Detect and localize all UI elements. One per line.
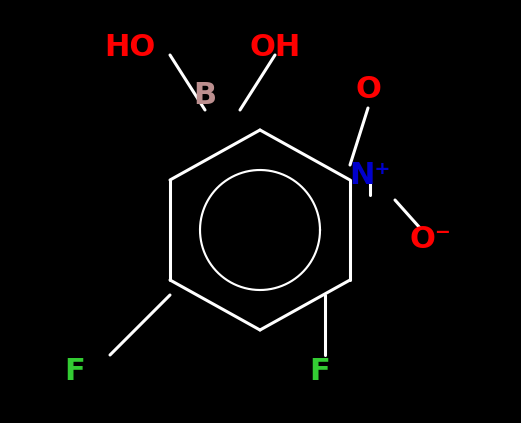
Text: F: F bbox=[65, 357, 85, 387]
Text: B: B bbox=[193, 80, 217, 110]
Text: N⁺: N⁺ bbox=[349, 160, 391, 190]
Text: HO: HO bbox=[104, 33, 156, 63]
Text: OH: OH bbox=[250, 33, 301, 63]
Text: O: O bbox=[355, 75, 381, 104]
Text: F: F bbox=[309, 357, 330, 387]
Text: O⁻: O⁻ bbox=[409, 225, 451, 255]
